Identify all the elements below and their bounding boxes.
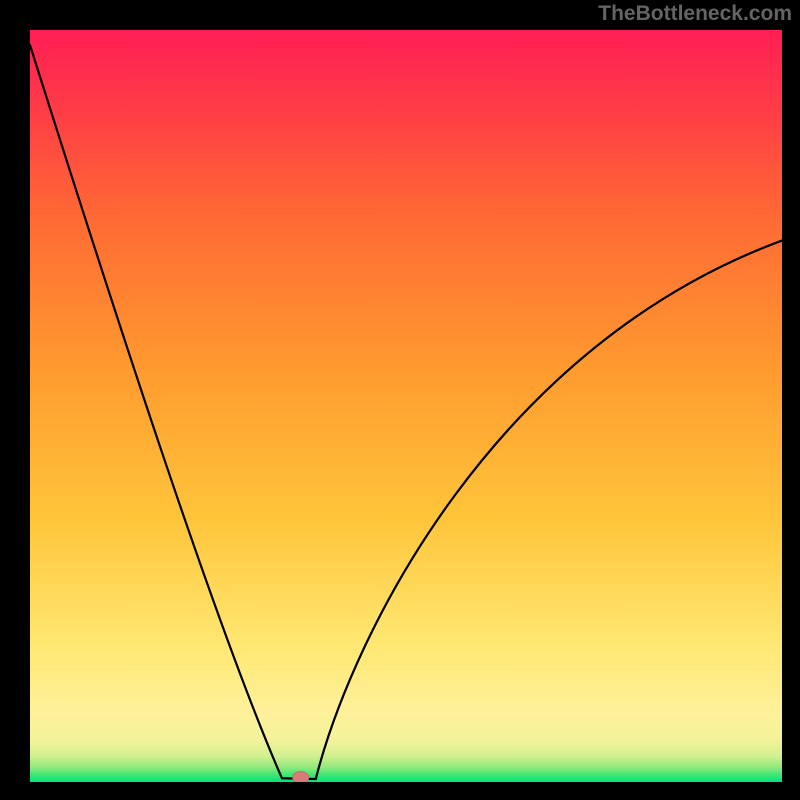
bottleneck-curve bbox=[30, 45, 782, 779]
plot-area bbox=[30, 30, 782, 782]
curve-layer bbox=[30, 30, 782, 782]
watermark-text: TheBottleneck.com bbox=[598, 2, 792, 26]
chart-frame: TheBottleneck.com bbox=[0, 0, 800, 800]
minimum-marker bbox=[293, 771, 309, 782]
